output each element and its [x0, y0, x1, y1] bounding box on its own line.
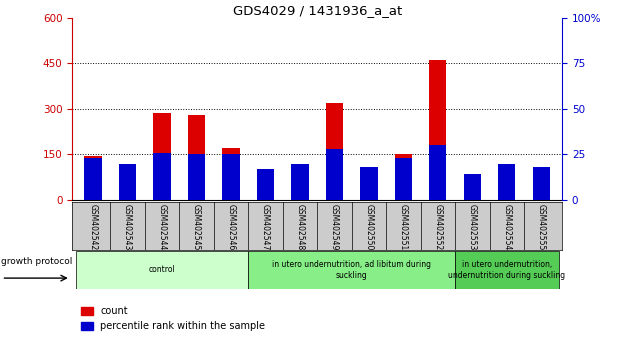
- Title: GDS4029 / 1431936_a_at: GDS4029 / 1431936_a_at: [232, 4, 402, 17]
- Bar: [257, 169, 274, 200]
- Bar: [360, 182, 377, 200]
- Text: GSM402554: GSM402554: [502, 204, 511, 251]
- Bar: [222, 148, 239, 200]
- Bar: [153, 113, 171, 200]
- Bar: [188, 115, 205, 200]
- Bar: [291, 180, 308, 200]
- Bar: [430, 145, 447, 200]
- Bar: [257, 183, 274, 200]
- Text: GSM402550: GSM402550: [364, 204, 374, 251]
- Bar: [222, 154, 239, 200]
- Bar: [119, 164, 136, 200]
- Bar: [360, 167, 377, 200]
- Bar: [395, 154, 412, 200]
- Bar: [430, 60, 447, 200]
- Bar: [84, 158, 102, 200]
- Text: GSM402548: GSM402548: [295, 204, 305, 250]
- Bar: [498, 164, 516, 200]
- Legend: count, percentile rank within the sample: count, percentile rank within the sample: [77, 302, 269, 335]
- Text: GSM402555: GSM402555: [537, 204, 546, 251]
- Text: GSM402544: GSM402544: [158, 204, 166, 251]
- Bar: [533, 179, 550, 200]
- Text: control: control: [149, 266, 175, 274]
- Text: GSM402549: GSM402549: [330, 204, 339, 251]
- Text: growth protocol: growth protocol: [1, 257, 73, 266]
- Bar: [498, 164, 516, 200]
- Bar: [326, 103, 343, 200]
- Bar: [84, 156, 102, 200]
- Bar: [248, 251, 455, 289]
- Bar: [463, 175, 481, 200]
- Text: GSM402543: GSM402543: [123, 204, 132, 251]
- Bar: [533, 167, 550, 200]
- Bar: [455, 251, 559, 289]
- Bar: [291, 164, 308, 200]
- Text: GSM402547: GSM402547: [261, 204, 270, 251]
- Text: GSM402552: GSM402552: [433, 204, 442, 250]
- Text: GSM402553: GSM402553: [468, 204, 477, 251]
- Bar: [395, 158, 412, 200]
- Text: in utero undernutrition,
undernutrition during suckling: in utero undernutrition, undernutrition …: [448, 260, 565, 280]
- Bar: [75, 251, 248, 289]
- Text: GSM402546: GSM402546: [227, 204, 236, 251]
- Bar: [188, 154, 205, 200]
- Text: GSM402542: GSM402542: [89, 204, 97, 250]
- Bar: [119, 164, 136, 200]
- Bar: [463, 185, 481, 200]
- Text: in utero undernutrition, ad libitum during
suckling: in utero undernutrition, ad libitum duri…: [272, 260, 431, 280]
- Bar: [326, 149, 343, 200]
- Text: GSM402545: GSM402545: [192, 204, 201, 251]
- Text: GSM402551: GSM402551: [399, 204, 408, 250]
- Bar: [153, 153, 171, 200]
